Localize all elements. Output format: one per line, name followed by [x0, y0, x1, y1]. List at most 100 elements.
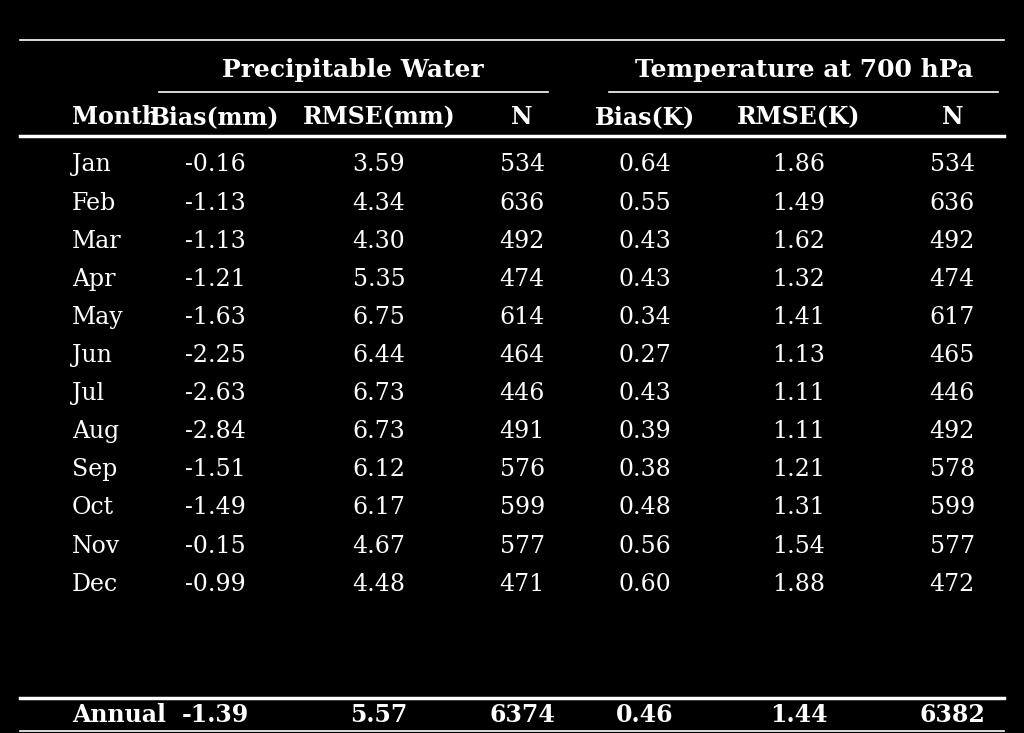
Text: Bias(K): Bias(K) [595, 106, 695, 129]
Text: Bias(mm): Bias(mm) [151, 106, 280, 129]
Text: 617: 617 [930, 306, 975, 329]
Text: 6.17: 6.17 [352, 496, 406, 520]
Text: 492: 492 [930, 420, 975, 443]
Text: 1.11: 1.11 [772, 420, 825, 443]
Text: Oct: Oct [72, 496, 114, 520]
Text: -2.25: -2.25 [184, 344, 246, 367]
Text: 1.62: 1.62 [772, 229, 825, 253]
Text: Dec: Dec [72, 572, 118, 596]
Text: Jun: Jun [72, 344, 112, 367]
Text: N: N [511, 106, 534, 129]
Text: 1.11: 1.11 [772, 382, 825, 405]
Text: Month: Month [72, 106, 159, 129]
Text: N: N [941, 106, 964, 129]
Text: Feb: Feb [72, 191, 116, 215]
Text: -1.21: -1.21 [184, 268, 246, 291]
Text: -1.39: -1.39 [181, 703, 249, 726]
Text: 446: 446 [930, 382, 975, 405]
Text: 492: 492 [930, 229, 975, 253]
Text: 0.39: 0.39 [618, 420, 672, 443]
Text: 0.27: 0.27 [618, 344, 672, 367]
Text: Jul: Jul [72, 382, 103, 405]
Text: May: May [72, 306, 124, 329]
Text: 0.46: 0.46 [616, 703, 674, 726]
Text: -0.16: -0.16 [184, 153, 246, 177]
Text: 0.38: 0.38 [618, 458, 672, 482]
Text: 0.56: 0.56 [618, 534, 672, 558]
Text: 0.43: 0.43 [618, 268, 672, 291]
Text: Sep: Sep [72, 458, 117, 482]
Text: 491: 491 [500, 420, 545, 443]
Text: Apr: Apr [72, 268, 115, 291]
Text: 636: 636 [500, 191, 545, 215]
Text: 576: 576 [500, 458, 545, 482]
Text: 4.34: 4.34 [352, 191, 406, 215]
Text: 5.35: 5.35 [352, 268, 406, 291]
Text: 6.73: 6.73 [352, 420, 406, 443]
Text: 5.57: 5.57 [350, 703, 408, 726]
Text: 1.41: 1.41 [772, 306, 825, 329]
Text: 6374: 6374 [489, 703, 555, 726]
Text: 1.13: 1.13 [772, 344, 825, 367]
Text: -1.63: -1.63 [184, 306, 246, 329]
Text: 636: 636 [930, 191, 975, 215]
Text: RMSE(K): RMSE(K) [737, 106, 860, 129]
Text: -1.51: -1.51 [184, 458, 246, 482]
Text: 1.44: 1.44 [770, 703, 827, 726]
Text: 471: 471 [500, 572, 545, 596]
Text: Mar: Mar [72, 229, 121, 253]
Text: 1.21: 1.21 [772, 458, 825, 482]
Text: 577: 577 [930, 534, 975, 558]
Text: 1.49: 1.49 [772, 191, 825, 215]
Text: -1.49: -1.49 [184, 496, 246, 520]
Text: 446: 446 [500, 382, 545, 405]
Text: 472: 472 [930, 572, 975, 596]
Text: 1.88: 1.88 [772, 572, 825, 596]
Text: 614: 614 [500, 306, 545, 329]
Text: Annual: Annual [72, 703, 166, 726]
Text: Precipitable Water: Precipitable Water [222, 58, 484, 81]
Text: 0.64: 0.64 [618, 153, 672, 177]
Text: 534: 534 [930, 153, 975, 177]
Text: -2.63: -2.63 [184, 382, 246, 405]
Text: 599: 599 [500, 496, 545, 520]
Text: 534: 534 [500, 153, 545, 177]
Text: 6.75: 6.75 [352, 306, 406, 329]
Text: 1.86: 1.86 [772, 153, 825, 177]
Text: Aug: Aug [72, 420, 119, 443]
Text: -0.99: -0.99 [184, 572, 246, 596]
Text: Temperature at 700 hPa: Temperature at 700 hPa [635, 58, 973, 81]
Text: 4.48: 4.48 [352, 572, 406, 596]
Text: 492: 492 [500, 229, 545, 253]
Text: 6.73: 6.73 [352, 382, 406, 405]
Text: 0.55: 0.55 [618, 191, 672, 215]
Text: RMSE(mm): RMSE(mm) [302, 106, 456, 129]
Text: 0.43: 0.43 [618, 382, 672, 405]
Text: 599: 599 [930, 496, 975, 520]
Text: -0.15: -0.15 [184, 534, 246, 558]
Text: 474: 474 [500, 268, 545, 291]
Text: 474: 474 [930, 268, 975, 291]
Text: 0.43: 0.43 [618, 229, 672, 253]
Text: -1.13: -1.13 [184, 191, 246, 215]
Text: 465: 465 [930, 344, 975, 367]
Text: 3.59: 3.59 [352, 153, 406, 177]
Text: 4.30: 4.30 [352, 229, 406, 253]
Text: 6.44: 6.44 [352, 344, 406, 367]
Text: 1.31: 1.31 [772, 496, 825, 520]
Text: 6382: 6382 [920, 703, 985, 726]
Text: 1.32: 1.32 [772, 268, 825, 291]
Text: 0.60: 0.60 [618, 572, 672, 596]
Text: Nov: Nov [72, 534, 120, 558]
Text: Jan: Jan [72, 153, 111, 177]
Text: 464: 464 [500, 344, 545, 367]
Text: 0.34: 0.34 [618, 306, 672, 329]
Text: 6.12: 6.12 [352, 458, 406, 482]
Text: 0.48: 0.48 [618, 496, 672, 520]
Text: 1.54: 1.54 [772, 534, 825, 558]
Text: -2.84: -2.84 [184, 420, 246, 443]
Text: 4.67: 4.67 [352, 534, 406, 558]
Text: 578: 578 [930, 458, 975, 482]
Text: -1.13: -1.13 [184, 229, 246, 253]
Text: 577: 577 [500, 534, 545, 558]
